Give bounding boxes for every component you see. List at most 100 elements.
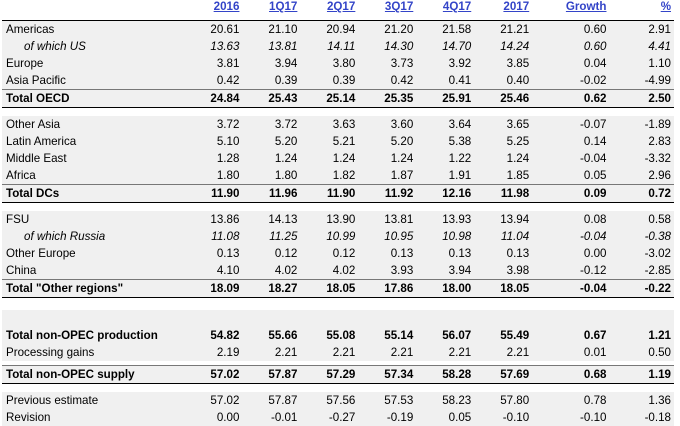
table-row: Other Asia 3.72 3.72 3.63 3.60 3.64 3.65 -0.07-… bbox=[2, 116, 674, 133]
cell-value: -2.85 bbox=[609, 262, 674, 280]
total-row: Total "Other regions" 18.09 18.27 18.05 17.8… bbox=[2, 279, 674, 298]
cell-value: 25.35 bbox=[358, 89, 417, 108]
cell-value: 57.80 bbox=[474, 392, 533, 409]
cell-value: 57.56 bbox=[300, 392, 359, 409]
cell-value: -0.38 bbox=[609, 228, 674, 245]
cell-value: 57.69 bbox=[474, 365, 533, 384]
cell-value: -3.02 bbox=[609, 245, 674, 262]
table-row: Africa 1.80 1.80 1.82 1.87 1.91 1.85 0.05 2.96 bbox=[2, 167, 674, 185]
row-label: Other Europe bbox=[2, 245, 185, 262]
cell-value: 2.50 bbox=[609, 89, 674, 108]
table-row: Europe 3.81 3.94 3.80 3.73 3.92 3.85 0.04 1.10 bbox=[2, 55, 674, 72]
cell-value: 3.94 bbox=[416, 262, 475, 280]
cell-value: 0.14 bbox=[532, 133, 610, 150]
header-2017: 2017 bbox=[474, 0, 533, 21]
row-label: Asia Pacific bbox=[2, 72, 185, 90]
cell-value: 0.05 bbox=[532, 167, 610, 185]
cell-value: 0.39 bbox=[300, 72, 359, 90]
cell-value: 3.92 bbox=[416, 55, 475, 72]
cell-value: -4.99 bbox=[609, 72, 674, 90]
cell-value: 4.02 bbox=[242, 262, 301, 280]
cell-value: 1.24 bbox=[358, 150, 417, 167]
cell-value: 55.66 bbox=[242, 310, 301, 344]
cell-value: 14.13 bbox=[242, 211, 301, 228]
cell-value: 0.72 bbox=[609, 184, 674, 203]
column-header-row: 2016 1Q17 2Q17 3Q17 4Q17 2017 Growth % bbox=[2, 0, 674, 21]
cell-value: 10.98 bbox=[416, 228, 475, 245]
cell-value: 1.22 bbox=[416, 150, 475, 167]
cell-value: -0.22 bbox=[609, 279, 674, 298]
cell-value: 1.91 bbox=[416, 167, 475, 185]
cell-value: 5.25 bbox=[474, 133, 533, 150]
cell-value: 54.82 bbox=[184, 310, 243, 344]
header-corner bbox=[2, 0, 185, 21]
cell-value: 0.08 bbox=[532, 211, 610, 228]
cell-value: 10.99 bbox=[300, 228, 359, 245]
cell-value: 25.14 bbox=[300, 89, 359, 108]
cell-value: 14.24 bbox=[474, 38, 533, 55]
cell-value: 2.21 bbox=[474, 344, 533, 361]
cell-value: 25.91 bbox=[416, 89, 475, 108]
cell-value: 12.16 bbox=[416, 184, 475, 203]
cell-value: 3.65 bbox=[474, 116, 533, 133]
cell-value: 5.20 bbox=[242, 133, 301, 150]
row-label: Middle East bbox=[2, 150, 185, 167]
row-label: FSU bbox=[2, 211, 185, 228]
total-row: Total non-OPEC supply 57.02 57.87 57.29 57.3… bbox=[2, 365, 674, 384]
table-row: FSU 13.86 14.13 13.90 13.81 13.93 13.94 0.08 0.5… bbox=[2, 211, 674, 228]
cell-value: 13.86 bbox=[184, 211, 243, 228]
cell-value: 57.87 bbox=[242, 365, 301, 384]
row-label: Total DCs bbox=[2, 184, 185, 203]
cell-value: 2.83 bbox=[609, 133, 674, 150]
cell-value: 0.12 bbox=[300, 245, 359, 262]
row-label: Africa bbox=[2, 167, 185, 185]
table-row: of which Russia 11.08 11.25 10.99 10.95 10.98… bbox=[2, 228, 674, 245]
cell-value: 11.25 bbox=[242, 228, 301, 245]
table-row: Processing gains 2.19 2.21 2.21 2.21 2.21 2.21… bbox=[2, 344, 674, 361]
cell-value: 13.90 bbox=[300, 211, 359, 228]
cell-value: 13.94 bbox=[474, 211, 533, 228]
total-row: Total non-OPEC production 54.82 55.66 55.08… bbox=[2, 310, 674, 344]
row-label: Previous estimate bbox=[2, 392, 185, 409]
cell-value: 20.61 bbox=[184, 20, 243, 38]
cell-value: 1.80 bbox=[184, 167, 243, 185]
cell-value: -0.04 bbox=[532, 150, 610, 167]
cell-value: 10.95 bbox=[358, 228, 417, 245]
cell-value: 0.42 bbox=[358, 72, 417, 90]
cell-value: 0.13 bbox=[358, 245, 417, 262]
cell-value: 0.04 bbox=[532, 55, 610, 72]
cell-value: 1.82 bbox=[300, 167, 359, 185]
cell-value: -0.04 bbox=[532, 279, 610, 298]
cell-value: 0.13 bbox=[184, 245, 243, 262]
cell-value: 0.41 bbox=[416, 72, 475, 90]
cell-value: 2.21 bbox=[300, 344, 359, 361]
cell-value: 55.49 bbox=[474, 310, 533, 344]
header-2016: 2016 bbox=[184, 0, 243, 21]
cell-value: 20.94 bbox=[300, 20, 359, 38]
cell-value: 2.21 bbox=[242, 344, 301, 361]
cell-value: 18.09 bbox=[184, 279, 243, 298]
cell-value: 1.19 bbox=[609, 365, 674, 384]
cell-value: 57.53 bbox=[358, 392, 417, 409]
cell-value: 1.24 bbox=[242, 150, 301, 167]
cell-value: 11.92 bbox=[358, 184, 417, 203]
cell-value: 0.62 bbox=[532, 89, 610, 108]
cell-value: 58.23 bbox=[416, 392, 475, 409]
row-label: Americas bbox=[2, 20, 185, 38]
cell-value: 3.81 bbox=[184, 55, 243, 72]
cell-value: 0.13 bbox=[474, 245, 533, 262]
cell-value: 14.11 bbox=[300, 38, 359, 55]
cell-value: -0.02 bbox=[532, 72, 610, 90]
cell-value: 2.19 bbox=[184, 344, 243, 361]
cell-value: 3.94 bbox=[242, 55, 301, 72]
header-1q17: 1Q17 bbox=[242, 0, 301, 21]
cell-value: 21.21 bbox=[474, 20, 533, 38]
cell-value: 11.04 bbox=[474, 228, 533, 245]
cell-value: 56.07 bbox=[416, 310, 475, 344]
cell-value: 1.87 bbox=[358, 167, 417, 185]
row-label: Total non-OPEC production bbox=[2, 310, 185, 344]
row-label: of which Russia bbox=[2, 228, 185, 245]
cell-value: 0.50 bbox=[609, 344, 674, 361]
table-row: Latin America 5.10 5.20 5.21 5.20 5.38 5.25 0.1… bbox=[2, 133, 674, 150]
cell-value: 3.63 bbox=[300, 116, 359, 133]
